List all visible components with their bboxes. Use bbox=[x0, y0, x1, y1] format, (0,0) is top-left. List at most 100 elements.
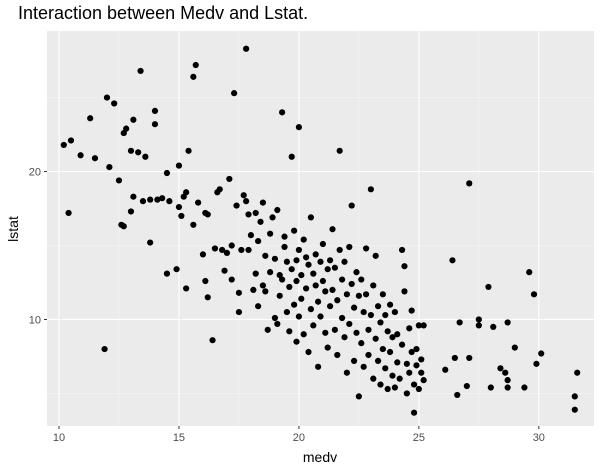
data-point bbox=[293, 257, 300, 264]
data-point bbox=[415, 322, 422, 329]
data-point bbox=[346, 243, 353, 251]
data-point bbox=[312, 251, 319, 258]
data-point bbox=[389, 372, 396, 379]
data-point bbox=[127, 147, 135, 154]
data-point bbox=[360, 363, 367, 370]
data-point bbox=[341, 334, 348, 341]
data-point bbox=[454, 391, 461, 399]
data-point bbox=[262, 252, 269, 259]
data-point bbox=[115, 177, 123, 184]
data-point bbox=[240, 192, 247, 199]
data-point bbox=[377, 319, 384, 326]
data-point bbox=[403, 360, 410, 367]
data-point bbox=[504, 377, 511, 384]
data-point bbox=[504, 384, 511, 391]
data-point bbox=[147, 239, 154, 246]
data-point bbox=[372, 335, 379, 342]
data-point bbox=[319, 277, 326, 285]
data-point bbox=[343, 291, 350, 298]
data-point bbox=[504, 319, 511, 326]
data-point bbox=[384, 385, 391, 393]
data-point bbox=[192, 61, 199, 69]
data-point bbox=[410, 381, 418, 388]
data-point bbox=[154, 196, 161, 203]
data-point bbox=[279, 109, 286, 116]
data-point bbox=[307, 214, 315, 221]
data-point bbox=[401, 263, 408, 270]
data-point bbox=[382, 311, 389, 319]
data-point bbox=[451, 354, 458, 362]
data-point bbox=[159, 195, 166, 202]
data-point bbox=[533, 360, 540, 367]
data-point bbox=[358, 340, 365, 347]
data-point bbox=[310, 322, 317, 329]
data-point bbox=[315, 298, 322, 305]
data-point bbox=[317, 313, 324, 320]
data-point bbox=[295, 313, 303, 320]
data-point bbox=[295, 246, 303, 254]
data-point bbox=[190, 221, 197, 228]
data-point bbox=[396, 375, 403, 382]
data-point bbox=[235, 308, 243, 316]
data-point bbox=[391, 308, 398, 316]
data-point bbox=[235, 289, 243, 296]
data-point bbox=[209, 337, 216, 344]
data-point bbox=[384, 328, 391, 335]
data-point bbox=[204, 211, 211, 218]
data-point bbox=[247, 232, 255, 239]
data-point bbox=[530, 291, 538, 298]
data-point bbox=[151, 107, 159, 114]
data-point bbox=[358, 276, 365, 283]
data-point bbox=[324, 266, 331, 273]
x-tick-label: 30 bbox=[533, 432, 545, 444]
data-point bbox=[252, 209, 259, 217]
data-point bbox=[310, 270, 317, 277]
data-point bbox=[221, 267, 228, 274]
data-point bbox=[420, 322, 427, 329]
data-point bbox=[382, 365, 389, 372]
data-point bbox=[245, 211, 252, 218]
data-point bbox=[147, 196, 154, 203]
axis-ticks: 10 15 20 25 30 10 20 bbox=[29, 167, 545, 444]
data-point bbox=[271, 314, 279, 322]
data-point bbox=[195, 199, 202, 206]
data-point bbox=[466, 180, 473, 187]
data-point bbox=[267, 230, 274, 237]
data-point bbox=[305, 348, 312, 356]
data-point bbox=[271, 255, 279, 262]
data-point bbox=[288, 153, 295, 160]
data-point bbox=[386, 348, 394, 356]
data-point bbox=[394, 359, 401, 366]
data-point bbox=[77, 152, 84, 159]
data-point bbox=[175, 203, 183, 211]
data-point bbox=[228, 242, 235, 249]
data-point bbox=[329, 286, 336, 293]
data-point bbox=[228, 276, 235, 283]
data-point bbox=[163, 270, 171, 277]
data-point bbox=[293, 277, 300, 285]
data-point bbox=[379, 345, 386, 353]
data-point bbox=[283, 258, 291, 265]
x-tick-label: 20 bbox=[293, 432, 305, 444]
data-point bbox=[120, 223, 127, 230]
data-point bbox=[283, 308, 291, 316]
data-point bbox=[343, 369, 350, 376]
data-point bbox=[324, 344, 331, 351]
data-point bbox=[111, 100, 118, 107]
data-point bbox=[362, 291, 370, 298]
data-point bbox=[406, 369, 413, 376]
data-point bbox=[255, 237, 262, 245]
data-point bbox=[151, 121, 159, 128]
data-point bbox=[303, 254, 310, 261]
x-axis-title: medv bbox=[303, 449, 337, 465]
data-point bbox=[312, 282, 319, 289]
data-point bbox=[291, 227, 298, 234]
data-point bbox=[202, 277, 209, 285]
data-point bbox=[475, 316, 482, 323]
data-point bbox=[365, 326, 372, 333]
data-point bbox=[319, 240, 326, 248]
data-point bbox=[190, 73, 197, 80]
data-point bbox=[353, 269, 360, 276]
data-point bbox=[216, 186, 223, 193]
data-point bbox=[204, 294, 211, 301]
